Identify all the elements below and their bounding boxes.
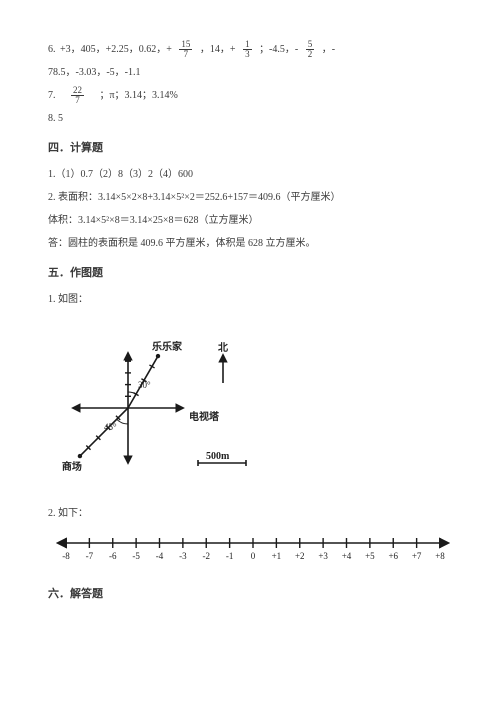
svg-text:+8: +8 [435,551,445,561]
svg-text:电视塔: 电视塔 [189,410,220,423]
svg-text:+7: +7 [412,551,422,561]
svg-text:30°: 30° [138,380,151,390]
svg-text:+6: +6 [388,551,398,561]
svg-text:-8: -8 [62,551,70,561]
svg-text:-2: -2 [203,551,211,561]
heading-5: 五．作图题 [48,263,452,284]
l6-prefix: 6. +3，405，+2.25，0.62，+ [48,44,172,55]
numberline-svg: -8 -7 -6 -5 -4 -3 -2 -1 0 +1 +2 +3 +4 +5 +6 +7 +8 [48,527,458,563]
svg-text:+3: +3 [318,551,328,561]
svg-text:商场: 商场 [62,460,82,473]
heading-6: 六．解答题 [48,584,452,605]
svg-text:-5: -5 [132,551,140,561]
calc-4: 答：圆柱的表面积是 409.6 平方厘米，体积是 628 立方厘米。 [48,234,452,253]
svg-text:-7: -7 [86,551,94,561]
svg-text:45°: 45° [104,422,117,432]
l6-mid2: ；-4.5，- [259,44,298,55]
l6-suffix: ，- [322,44,335,55]
svg-text:乐乐家: 乐乐家 [152,340,183,353]
l7-suffix: ；π；3.14；3.14% [90,90,178,101]
svg-text:-6: -6 [109,551,117,561]
svg-text:北: 北 [218,341,228,354]
calc-1: 1.（1）0.7（2）8（3）2（4）600 [48,165,452,184]
calc-2: 2. 表面积：3.14×5×2×8+3.14×5²×2＝252.6+157＝40… [48,188,452,207]
l7-prefix: 7. [48,90,66,101]
svg-text:-1: -1 [226,551,234,561]
svg-text:-4: -4 [156,551,164,561]
svg-text:+4: +4 [342,551,352,561]
heading-4: 四．计算题 [48,138,452,159]
calc-3: 体积：3.14×5²×8＝3.14×25×8＝628（立方厘米） [48,211,452,230]
svg-text:+1: +1 [272,551,282,561]
l6-mid1: ，14，+ [200,44,236,55]
numberline-diagram: -8 -7 -6 -5 -4 -3 -2 -1 0 +1 +2 +3 +4 +5 +6 +7 +8 [48,527,452,570]
compass-diagram: 30° 45° 乐乐家电视塔商场 北 500m [48,313,452,500]
frac-5-2: 52 [306,40,315,59]
svg-text:-3: -3 [179,551,187,561]
line-6b: 78.5，-3.03，-5，-1.1 [48,63,452,82]
line-7: 7. 227 ；π；3.14；3.14% [48,86,452,105]
line-8: 8. 5 [48,109,452,128]
frac-22-7: 227 [71,86,84,105]
svg-text:500m: 500m [206,451,230,462]
page-root: 6. +3，405，+2.25，0.62，+ 157 ，14，+ 13 ；-4.… [0,0,500,641]
draw-1: 1. 如图： [48,290,452,309]
draw-2: 2. 如下： [48,504,452,523]
frac-1-3: 13 [243,40,252,59]
svg-text:+5: +5 [365,551,375,561]
line-6a: 6. +3，405，+2.25，0.62，+ 157 ，14，+ 13 ；-4.… [48,40,452,59]
compass-svg: 30° 45° 乐乐家电视塔商场 北 500m [48,313,288,493]
svg-text:0: 0 [251,551,256,561]
svg-text:+2: +2 [295,551,305,561]
frac-15-7: 157 [179,40,192,59]
